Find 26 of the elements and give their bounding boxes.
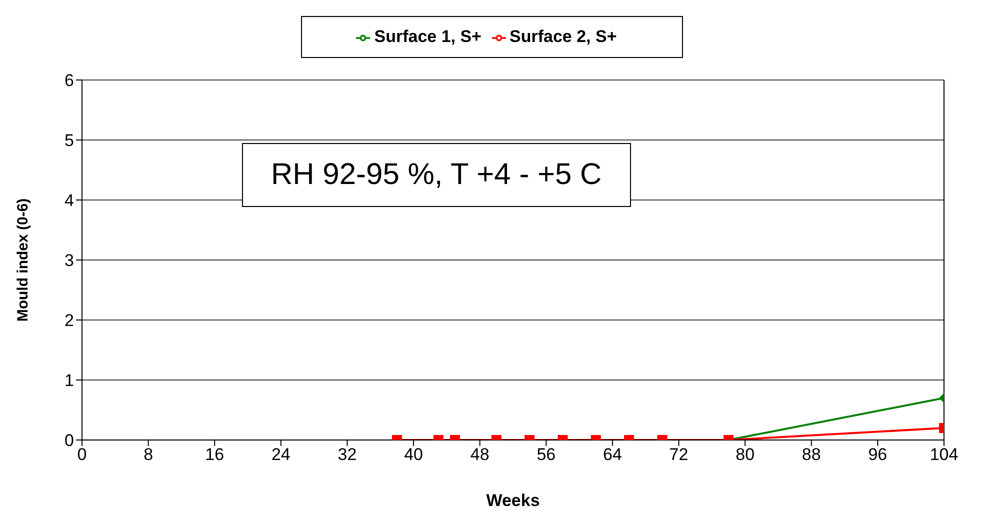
y-tick-label: 5	[64, 131, 74, 150]
x-tick-label: 40	[404, 445, 423, 464]
x-tick-label: 56	[536, 445, 556, 464]
x-tick-label: 32	[338, 445, 357, 464]
x-tick-label: 88	[802, 445, 821, 464]
x-tick-label: 8	[144, 445, 154, 464]
x-tick-label: 16	[205, 445, 224, 464]
x-tick-label: 0	[77, 445, 87, 464]
x-tick-label: 96	[868, 445, 888, 464]
x-tick-label: 24	[271, 445, 290, 464]
x-tick-label: 64	[603, 445, 622, 464]
y-tick-label: 4	[64, 191, 74, 210]
x-axis-title: Weeks	[486, 491, 540, 510]
y-tick-label: 2	[64, 311, 74, 330]
x-tick-label: 104	[930, 445, 958, 464]
x-tick-label: 72	[669, 445, 688, 464]
y-tick-label: 6	[64, 71, 74, 90]
x-tick-label: 48	[470, 445, 490, 464]
annotation: RH 92-95 %, T +4 - +5 C	[242, 143, 631, 207]
legend-label: Surface 2, S+	[510, 27, 617, 46]
x-tick-label: 80	[736, 445, 755, 464]
legend-label: Surface 1, S+	[374, 27, 482, 46]
y-tick-label: 0	[64, 431, 74, 450]
y-tick-label: 1	[64, 371, 74, 390]
y-axis-title: Mould index (0-6)	[14, 198, 32, 322]
y-tick-label: 3	[64, 251, 74, 270]
